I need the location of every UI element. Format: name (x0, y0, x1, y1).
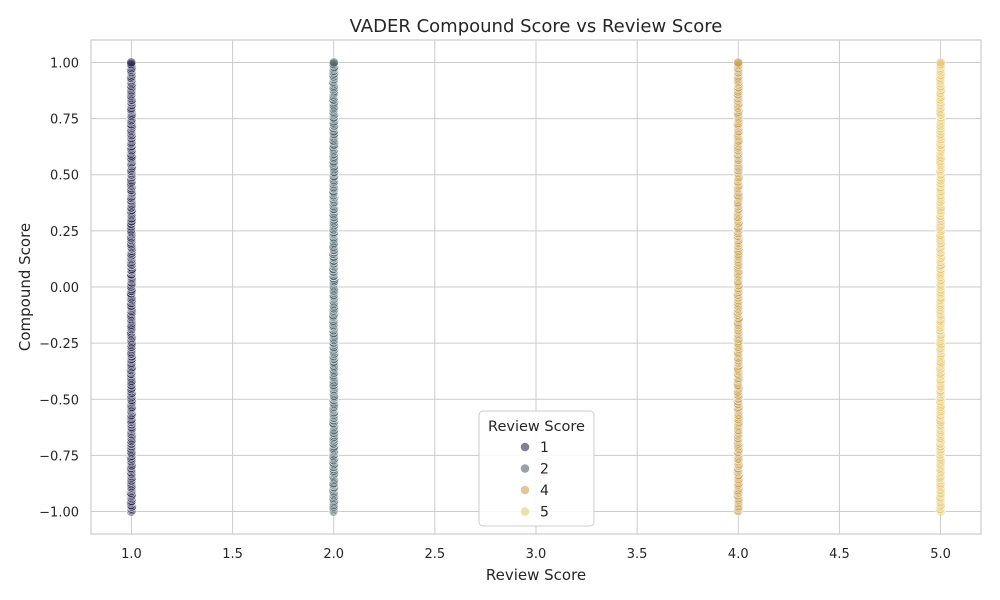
x-tick-label: 1.0 (121, 547, 142, 562)
plot-frame (90, 39, 982, 535)
y-tick-label: 0.25 (50, 225, 79, 240)
scatter-point (935, 57, 946, 68)
x-axis-label: Review Score (486, 566, 586, 584)
x-tick-label: 1.5 (222, 547, 243, 562)
legend-marker (520, 442, 530, 452)
x-tick-label: 4.5 (829, 547, 850, 562)
x-tick-label: 2.0 (323, 547, 344, 562)
legend-marker (520, 463, 530, 474)
legend-title: Review Score (488, 419, 585, 435)
x-tick-labels: 1.0 1.5 2.0 2.5 3.0 3.5 4.0 4.5 5.0 (121, 547, 951, 562)
points (126, 57, 946, 517)
legend-box (478, 410, 595, 527)
legend-label: 5 (540, 505, 549, 521)
legend-label: 1 (540, 440, 549, 456)
y-axis-label: Compound Score (16, 223, 34, 351)
scatter-point (126, 57, 137, 68)
legend-marker (520, 485, 530, 495)
series-4 (732, 57, 744, 517)
series-1 (126, 57, 137, 517)
y-tick-label: −1.00 (39, 506, 79, 521)
legend: Review Score 1 2 4 5 (478, 410, 595, 527)
scatter-point (329, 57, 339, 68)
x-tick-label: 4.0 (728, 547, 749, 562)
legend-label: 4 (540, 483, 549, 499)
y-tick-label: 1.00 (50, 56, 79, 71)
y-tick-label: 0.00 (50, 281, 79, 296)
y-tick-label: −0.75 (39, 449, 79, 464)
legend-label: 2 (540, 462, 549, 478)
legend-marker (520, 506, 530, 517)
x-tick-label: 2.5 (425, 547, 446, 562)
y-tick-label: −0.50 (39, 393, 79, 408)
scatter-point (733, 57, 744, 68)
chart-title: VADER Compound Score vs Review Score (350, 16, 723, 37)
x-tick-label: 3.5 (627, 547, 648, 562)
grid (91, 40, 981, 534)
y-tick-label: 0.50 (50, 169, 79, 184)
y-tick-label: −0.25 (39, 337, 79, 352)
series-2 (328, 57, 340, 517)
series-5 (935, 57, 946, 517)
x-tick-label: 5.0 (930, 547, 951, 562)
x-tick-label: 3.0 (526, 547, 547, 562)
y-tick-label: 0.75 (50, 113, 79, 128)
y-tick-labels: −1.00 −0.75 −0.50 −0.25 0.00 0.25 0.50 0.75 1.00 (39, 56, 79, 520)
